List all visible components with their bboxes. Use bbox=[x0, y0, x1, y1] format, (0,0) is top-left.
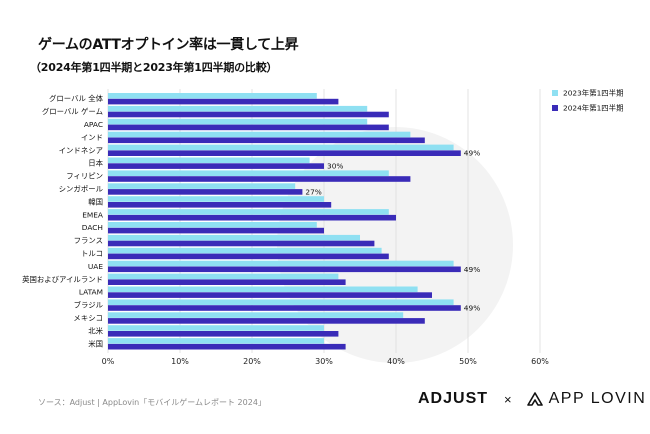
bar bbox=[108, 98, 339, 105]
x-tick-label: 30% bbox=[315, 357, 333, 366]
category-label: EMEA bbox=[82, 210, 103, 219]
category-label: グローバル 全体 bbox=[49, 94, 104, 103]
bar bbox=[108, 150, 461, 156]
category-label: 韓国 bbox=[88, 197, 103, 206]
bar bbox=[108, 214, 396, 221]
adjust-logo: ADJUST bbox=[418, 390, 489, 407]
legend-swatch bbox=[552, 105, 558, 111]
x-tick-label: 60% bbox=[531, 357, 549, 366]
bar bbox=[108, 222, 317, 228]
category-label: メキシコ bbox=[73, 314, 103, 323]
legend-swatch bbox=[552, 90, 558, 96]
bar bbox=[108, 196, 324, 202]
bar bbox=[108, 260, 454, 267]
data-label: 49% bbox=[464, 149, 480, 158]
category-label: フィリピン bbox=[66, 172, 103, 181]
chart-title: ゲームのATTオプトイン率は一貫して上昇 bbox=[38, 37, 299, 53]
bar bbox=[108, 253, 389, 260]
bar bbox=[108, 202, 332, 208]
bar bbox=[108, 312, 404, 318]
bar bbox=[108, 93, 317, 99]
bar bbox=[108, 338, 324, 344]
data-label: 30% bbox=[327, 162, 343, 171]
x-tick-label: 0% bbox=[102, 357, 115, 366]
bar bbox=[108, 105, 368, 112]
bar bbox=[108, 118, 368, 125]
bar bbox=[108, 170, 389, 176]
bar bbox=[108, 189, 303, 195]
category-label: インド bbox=[81, 133, 103, 142]
bar bbox=[108, 286, 418, 293]
category-label: DACH bbox=[82, 223, 103, 232]
applovin-mark-icon bbox=[526, 392, 543, 406]
x-tick-label: 40% bbox=[387, 357, 405, 366]
category-label: UAE bbox=[88, 262, 103, 271]
bar bbox=[108, 318, 425, 324]
bar bbox=[108, 292, 432, 298]
data-label: 49% bbox=[464, 265, 480, 274]
applovin-logo: APP LOVIN bbox=[526, 390, 647, 408]
bar bbox=[108, 124, 389, 131]
brand-logos: ADJUST × APP LOVIN bbox=[418, 390, 646, 408]
bar bbox=[108, 163, 324, 169]
category-label: APAC bbox=[84, 120, 103, 129]
category-label: シンガポール bbox=[59, 185, 104, 194]
bar bbox=[108, 176, 411, 182]
x-tick-label: 10% bbox=[171, 357, 189, 366]
bar bbox=[108, 240, 375, 247]
bar bbox=[108, 325, 324, 331]
category-label: 米国 bbox=[88, 339, 103, 348]
bar bbox=[108, 131, 411, 138]
logo-separator: × bbox=[504, 391, 512, 407]
bar bbox=[108, 234, 360, 241]
bar bbox=[108, 137, 425, 144]
applovin-wordmark: APP LOVIN bbox=[548, 390, 647, 407]
bar bbox=[108, 183, 296, 189]
bar bbox=[108, 247, 382, 254]
legend-label: 2024年第1四半期 bbox=[563, 104, 623, 113]
bar bbox=[108, 227, 324, 234]
bar bbox=[108, 209, 389, 215]
bar bbox=[108, 157, 310, 164]
category-label: グローバル ゲーム bbox=[42, 107, 103, 116]
bar bbox=[108, 266, 461, 273]
category-label: 北米 bbox=[88, 326, 103, 335]
category-label: 英国およびアイルランド bbox=[22, 275, 103, 284]
legend-label: 2023年第1四半期 bbox=[563, 89, 623, 98]
bar bbox=[108, 331, 339, 337]
bar bbox=[108, 305, 461, 311]
data-label: 49% bbox=[464, 304, 480, 313]
bar bbox=[108, 279, 346, 285]
category-label: LATAM bbox=[79, 288, 103, 297]
x-tick-label: 20% bbox=[243, 357, 261, 366]
chart-subtitle: （2024年第1四半期と2023年第1四半期の比較） bbox=[30, 61, 278, 74]
category-label: ブラジル bbox=[74, 301, 104, 310]
category-label: フランス bbox=[74, 236, 103, 245]
bar bbox=[108, 299, 454, 305]
data-label: 27% bbox=[305, 187, 321, 196]
category-label: インドネシア bbox=[59, 146, 103, 155]
bar bbox=[108, 144, 454, 151]
bar bbox=[108, 273, 339, 280]
category-label: トルコ bbox=[81, 249, 103, 258]
category-label: 日本 bbox=[88, 159, 103, 168]
source-note: ソース：Adjust | AppLovin「モバイルゲームレポート 2024」 bbox=[38, 398, 266, 407]
bar bbox=[108, 343, 346, 350]
x-tick-label: 50% bbox=[459, 357, 477, 366]
bar bbox=[108, 111, 389, 118]
